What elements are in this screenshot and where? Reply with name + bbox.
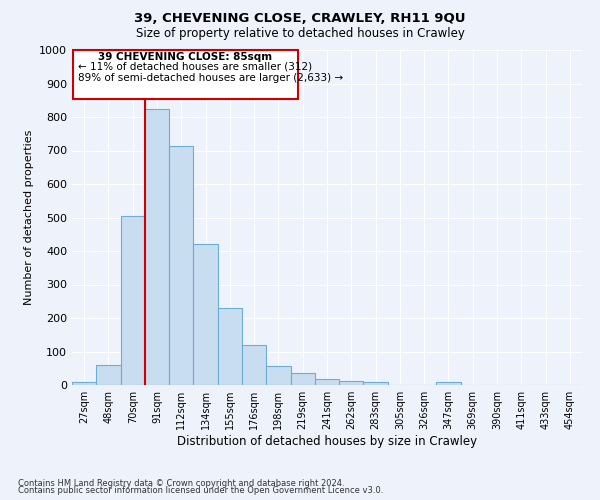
Text: ← 11% of detached houses are smaller (312): ← 11% of detached houses are smaller (31… xyxy=(78,62,312,72)
Bar xyxy=(364,382,388,385)
Text: Contains HM Land Registry data © Crown copyright and database right 2024.: Contains HM Land Registry data © Crown c… xyxy=(18,478,344,488)
Text: 89% of semi-detached houses are larger (2,633) →: 89% of semi-detached houses are larger (… xyxy=(78,74,343,84)
Bar xyxy=(315,379,339,385)
Text: 39 CHEVENING CLOSE: 85sqm: 39 CHEVENING CLOSE: 85sqm xyxy=(98,52,272,62)
Bar xyxy=(96,365,121,385)
Bar xyxy=(436,382,461,385)
Text: 39, CHEVENING CLOSE, CRAWLEY, RH11 9QU: 39, CHEVENING CLOSE, CRAWLEY, RH11 9QU xyxy=(134,12,466,26)
X-axis label: Distribution of detached houses by size in Crawley: Distribution of detached houses by size … xyxy=(177,435,477,448)
Bar xyxy=(242,345,266,385)
Bar xyxy=(121,216,145,385)
Bar xyxy=(339,381,364,385)
Bar xyxy=(290,374,315,385)
Y-axis label: Number of detached properties: Number of detached properties xyxy=(23,130,34,305)
Bar xyxy=(193,244,218,385)
Bar xyxy=(72,382,96,385)
Bar xyxy=(145,108,169,385)
Bar xyxy=(218,308,242,385)
Text: Size of property relative to detached houses in Crawley: Size of property relative to detached ho… xyxy=(136,28,464,40)
Text: Contains public sector information licensed under the Open Government Licence v3: Contains public sector information licen… xyxy=(18,486,383,495)
Bar xyxy=(266,366,290,385)
FancyBboxPatch shape xyxy=(73,50,298,98)
Bar xyxy=(169,146,193,385)
